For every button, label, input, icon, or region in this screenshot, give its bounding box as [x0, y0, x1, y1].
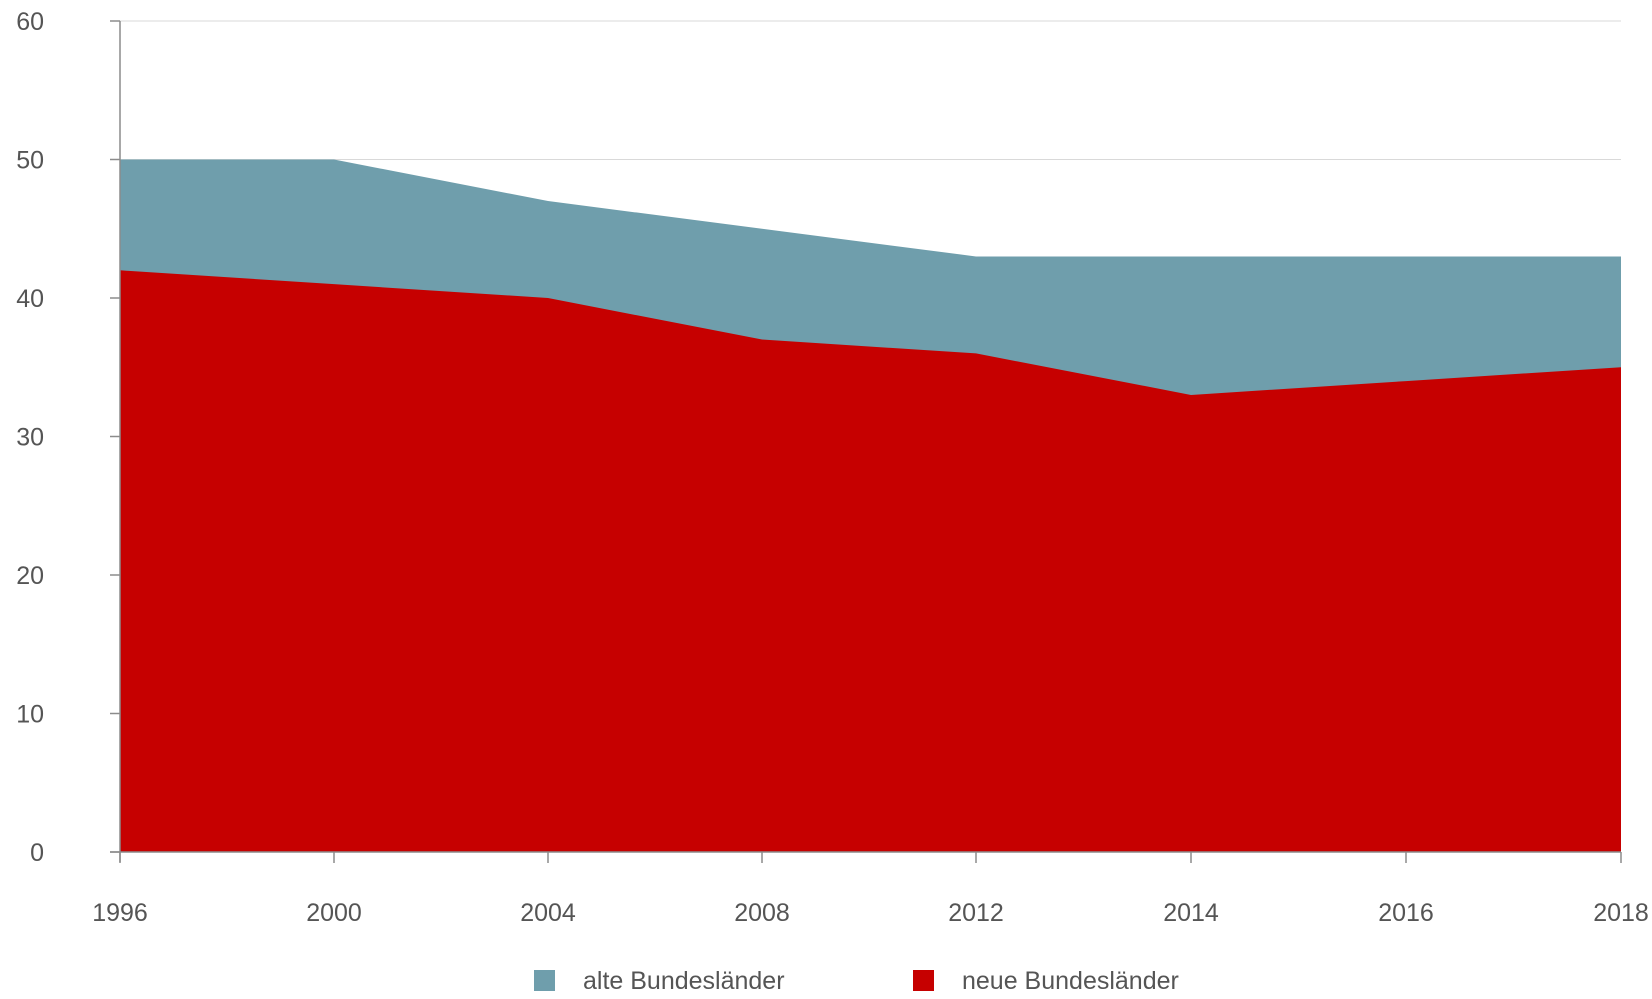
legend-item-2: neue Bundesländer	[913, 967, 1179, 994]
y-tick-label-60: 60	[16, 8, 44, 36]
series-areas	[120, 159, 1621, 852]
legend-label-1: alte Bundesländer	[583, 967, 785, 994]
y-tick-labels: 0 10 20 30 40 50 60	[16, 8, 44, 867]
x-tick-label-2018: 2018	[1593, 899, 1649, 927]
x-tick-label-2014: 2014	[1163, 899, 1219, 927]
legend-swatch-1	[534, 970, 555, 991]
legend-label-2: neue Bundesländer	[962, 967, 1179, 994]
y-tick-label-50: 50	[16, 147, 44, 175]
y-tick-label-20: 20	[16, 562, 44, 590]
y-tick-label-40: 40	[16, 285, 44, 313]
legend-item-1: alte Bundesländer	[534, 967, 785, 994]
x-tick-label-2000: 2000	[306, 899, 362, 927]
y-tick-label-10: 10	[16, 701, 44, 729]
legend-swatch-2	[913, 970, 934, 991]
x-tick-labels: 1996 2000 2004 2008 2012 2014 2016 2018	[92, 899, 1649, 927]
x-tick-label-2008: 2008	[734, 899, 790, 927]
y-tick-label-0: 0	[30, 839, 44, 867]
x-tick-label-2012: 2012	[948, 899, 1004, 927]
legend: alte Bundesländer neue Bundesländer	[534, 967, 1179, 994]
x-tick-label-2016: 2016	[1378, 899, 1434, 927]
x-tick-label-2004: 2004	[520, 899, 576, 927]
y-tick-label-30: 30	[16, 424, 44, 452]
x-tick-label-1996: 1996	[92, 899, 148, 927]
